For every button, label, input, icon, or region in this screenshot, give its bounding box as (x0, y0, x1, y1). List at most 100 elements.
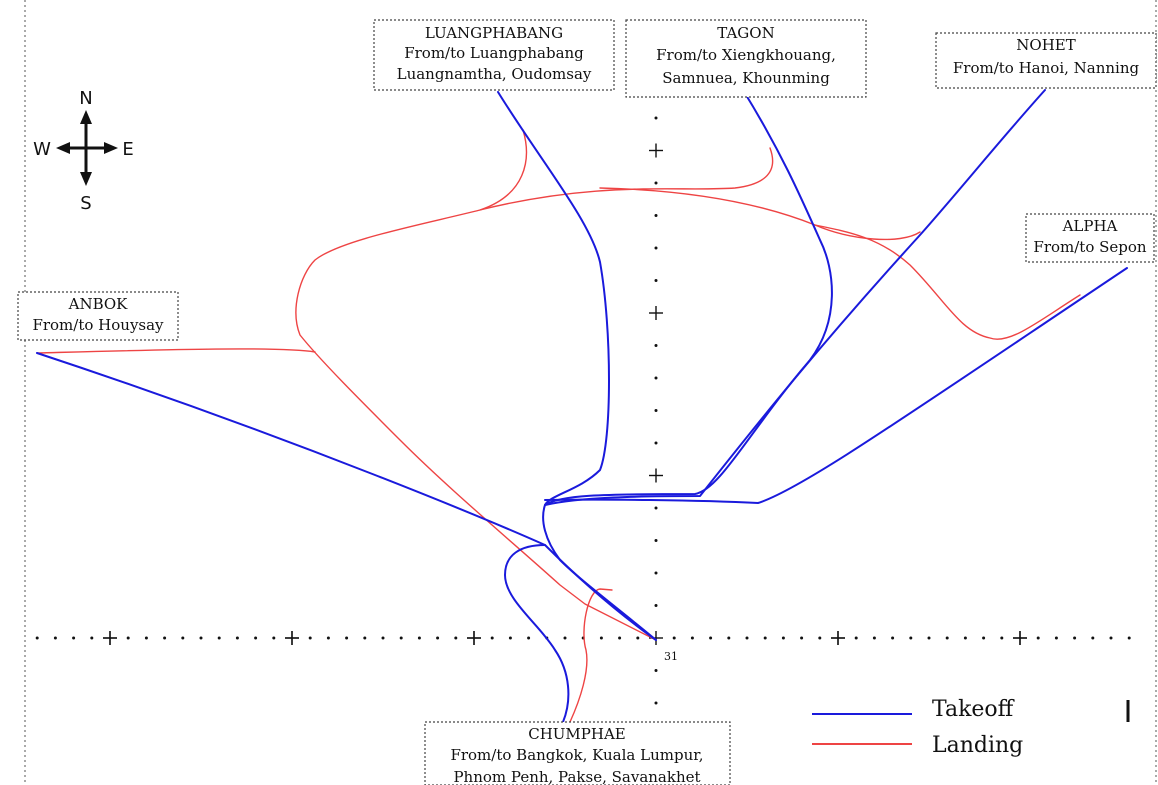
axis-dot (854, 636, 858, 640)
waypoint-name: CHUMPHAE (528, 725, 626, 743)
axis-dot (1000, 636, 1004, 640)
axis-dot (818, 636, 822, 640)
landing-routes (36, 129, 1081, 723)
axis-dot (654, 116, 658, 120)
axis-dot (800, 636, 804, 640)
waypoint-line: From/to Sepon (1033, 238, 1146, 256)
waypoint-name: ANBOK (68, 295, 129, 313)
legend: Takeoff Landing (812, 697, 1130, 758)
grid-axes (35, 116, 1131, 705)
axis-dot (35, 636, 39, 640)
axis-dot (927, 636, 931, 640)
landing-route-chumphae (569, 588, 613, 723)
waypoint-line: From/to Luangphabang (404, 44, 584, 62)
axis-dot (745, 636, 749, 640)
axis-dot (672, 636, 676, 640)
axis-dot (636, 636, 640, 640)
takeoff-route-nohet (544, 89, 1046, 506)
axis-dot (235, 636, 239, 640)
axis-dot (654, 246, 658, 250)
runway-label: 31 (664, 650, 678, 663)
axis-dot (982, 636, 986, 640)
axis-dot (1109, 636, 1113, 640)
axis-dot (727, 636, 731, 640)
waypoint-nohet: NOHET From/to Hanoi, Nanning (935, 32, 1157, 89)
legend-label-takeoff: Takeoff (932, 697, 1015, 722)
axis-dot (654, 571, 658, 575)
axis-dot (872, 636, 876, 640)
waypoint-luangphabang: LUANGPHABANG From/to Luangphabang Luangn… (373, 19, 615, 91)
axis-cross (1013, 631, 1027, 645)
axis-dot (945, 636, 949, 640)
axis-cross (285, 631, 299, 645)
axis-dot (654, 214, 658, 217)
landing-route-nohet (599, 187, 921, 241)
axis-dot (963, 636, 967, 640)
waypoint-line: From/to Bangkok, Kuala Lumpur, (450, 746, 703, 764)
axis-dot (417, 636, 421, 640)
axis-dot (1073, 636, 1077, 640)
axis-dot (909, 636, 913, 640)
axis-cross (649, 306, 663, 320)
axis-dot (490, 636, 494, 640)
axis-dot (1036, 636, 1040, 640)
waypoint-line: Samnuea, Khounming (662, 69, 830, 87)
waypoint-line: From/to Xiengkhouang, (656, 46, 836, 64)
waypoint-anbok: ANBOK From/to Houysay (17, 291, 179, 341)
axis-dot (781, 636, 785, 640)
axis-dot (72, 636, 76, 640)
takeoff-route-alpha (544, 267, 1128, 504)
axis-dot (763, 636, 767, 640)
compass-north: N (79, 88, 92, 109)
axis-dot (90, 636, 94, 640)
waypoint-name: TAGON (717, 24, 774, 42)
axis-dot (326, 636, 330, 640)
axis-cross (467, 631, 481, 645)
axis-dot (654, 669, 658, 672)
takeoff-route-tagon (544, 89, 833, 506)
axis-dot (381, 636, 385, 640)
landing-route-alpha (814, 224, 1081, 340)
axis-dot (181, 636, 185, 640)
waypoint-name: NOHET (1016, 36, 1075, 54)
compass-east: E (122, 139, 133, 160)
waypoint-name: LUANGPHABANG (425, 24, 563, 42)
axis-dot (454, 636, 458, 640)
waypoint-line: Luangnamtha, Oudomsay (397, 65, 592, 83)
waypoint-line: Phnom Penh, Pakse, Savanakhet (453, 768, 700, 785)
axis-dot (709, 636, 713, 640)
compass-rose-icon: N S W E (33, 88, 134, 214)
axis-dot (1054, 636, 1058, 640)
axis-dot (690, 636, 694, 640)
axis-dot (345, 636, 349, 640)
legend-label-landing: Landing (932, 733, 1023, 758)
axis-dot (654, 506, 658, 510)
axis-dot (272, 636, 276, 640)
axis-dot (254, 636, 258, 640)
waypoint-line: From/to Hanoi, Nanning (953, 59, 1140, 77)
landing-route-luangphabang (295, 129, 657, 641)
waypoint-name: ALPHA (1062, 217, 1118, 235)
waypoint-line: From/to Houysay (32, 316, 164, 334)
axis-dot (654, 181, 658, 185)
takeoff-route-chumphae (504, 544, 570, 723)
waypoint-tagon: TAGON From/to Xiengkhouang, Samnuea, Kho… (625, 19, 867, 98)
axis-dot (53, 636, 57, 640)
axis-dot (163, 636, 167, 640)
axis-cross (103, 631, 117, 645)
axis-cross (831, 631, 845, 645)
axis-dot (363, 636, 367, 640)
axis-dot (654, 376, 658, 380)
axis-dot (654, 539, 658, 542)
axis-dot (654, 701, 658, 705)
axis-dot (508, 636, 512, 640)
compass-south: S (80, 193, 91, 214)
waypoint-chumphae: CHUMPHAE From/to Bangkok, Kuala Lumpur, … (424, 721, 731, 785)
takeoff-routes (36, 89, 1128, 723)
axis-cross (649, 468, 663, 483)
axis-dot (654, 279, 658, 282)
axis-cross (649, 143, 663, 158)
axis-dot (1091, 636, 1095, 640)
axis-dot (618, 636, 622, 640)
